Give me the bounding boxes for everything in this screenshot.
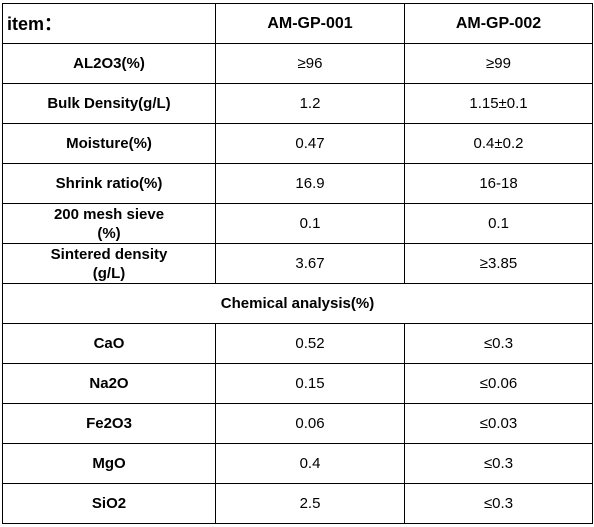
product-2-value: 1.15±0.1 [404,83,593,124]
row-label: Moisture(%) [2,123,216,164]
row-label: Sintered density (g/L) [2,243,216,284]
product-1-value: 3.67 [215,243,405,284]
product-1-value: 0.15 [215,363,405,404]
product-2-value: ≤0.03 [404,403,593,444]
product-2-value: ≥99 [404,43,593,84]
product-1-header: AM-GP-001 [215,3,405,44]
product-1-value: 16.9 [215,163,405,204]
row-label-line-2: (g/L) [92,264,126,282]
product-1-value: 0.4 [215,443,405,484]
product-2-value: 0.1 [404,203,593,244]
product-1-value: 0.52 [215,323,405,364]
product-2-header: AM-GP-002 [404,3,593,44]
product-1-value: 0.47 [215,123,405,164]
row-label: CaO [2,323,216,364]
row-label: Na2O [2,363,216,404]
row-label: AL2O3(%) [2,43,216,84]
table-row: 200 mesh sieve (%) 0.1 0.1 [2,203,593,244]
product-1-value: 0.06 [215,403,405,444]
table-row: Moisture(%) 0.47 0.4±0.2 [2,123,593,164]
product-1-value: ≥96 [215,43,405,84]
item-header: item： [2,3,216,44]
row-label: Fe2O3 [2,403,216,444]
product-2-value: ≤0.3 [404,323,593,364]
table-row: Sintered density (g/L) 3.67 ≥3.85 [2,243,593,284]
row-label-line-1: Sintered density [50,245,168,263]
row-label: MgO [2,443,216,484]
product-1-value: 1.2 [215,83,405,124]
row-label: 200 mesh sieve (%) [2,203,216,244]
row-label: Shrink ratio(%) [2,163,216,204]
product-2-value: ≤0.06 [404,363,593,404]
table-header-row: item： AM-GP-001 AM-GP-002 [2,3,593,44]
product-1-value: 2.5 [215,483,405,524]
table-row: AL2O3(%) ≥96 ≥99 [2,43,593,84]
row-label-line-2: (%) [97,224,121,242]
table-row: Bulk Density(g/L) 1.2 1.15±0.1 [2,83,593,124]
chemical-analysis-title: Chemical analysis(%) [2,283,593,324]
section-header-row: Chemical analysis(%) [2,283,593,324]
table-row: Fe2O3 0.06 ≤0.03 [2,403,593,444]
table-row: SiO2 2.5 ≤0.3 [2,483,593,524]
row-label: Bulk Density(g/L) [2,83,216,124]
row-label: SiO2 [2,483,216,524]
product-2-value: ≥3.85 [404,243,593,284]
row-label-line-1: 200 mesh sieve [53,205,165,223]
table-row: Na2O 0.15 ≤0.06 [2,363,593,404]
product-2-value: ≤0.3 [404,443,593,484]
specification-table: item： AM-GP-001 AM-GP-002 AL2O3(%) ≥96 ≥… [2,3,593,524]
table-row: Shrink ratio(%) 16.9 16-18 [2,163,593,204]
product-2-value: ≤0.3 [404,483,593,524]
product-2-value: 16-18 [404,163,593,204]
table-row: MgO 0.4 ≤0.3 [2,443,593,484]
product-1-value: 0.1 [215,203,405,244]
product-2-value: 0.4±0.2 [404,123,593,164]
table-row: CaO 0.52 ≤0.3 [2,323,593,364]
